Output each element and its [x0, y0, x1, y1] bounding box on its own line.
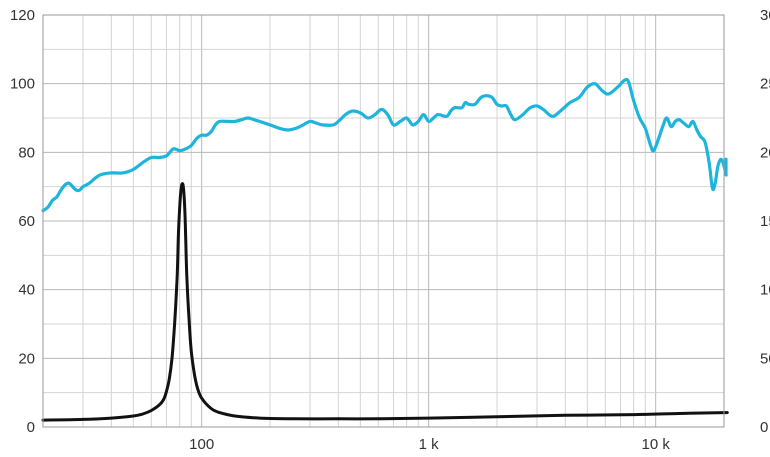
right-y-tick-label: 100 [760, 282, 770, 299]
impedance-series-line [41, 182, 729, 422]
x-tick-label: 1 k [419, 436, 440, 453]
spl-series-line [41, 77, 728, 213]
left-y-tick-label: 100 [10, 76, 35, 93]
left-y-tick-label: 0 [27, 419, 35, 436]
right-y-tick-label: 250 [760, 76, 770, 93]
plot-frame [42, 14, 725, 428]
x-tick-label: 100 [189, 436, 214, 453]
left-y-tick-label: 120 [10, 7, 35, 24]
left-y-tick-label: 40 [18, 282, 35, 299]
left-y-tick-label: 80 [18, 144, 35, 161]
series-layer [41, 77, 729, 422]
right-y-tick-label: 300 [760, 7, 770, 24]
left-y-tick-label: 60 [18, 213, 35, 230]
grid-lines [42, 14, 725, 428]
right-y-tick-label: 50 [760, 350, 770, 367]
right-y-tick-label: 150 [760, 213, 770, 230]
x-tick-label: 10 k [641, 436, 670, 453]
right-y-tick-label: 200 [760, 144, 770, 161]
left-y-axis: 0 20 40 60 80 100 120 [10, 7, 35, 436]
right-y-axis: 0 50 100 150 200 250 300 [760, 7, 770, 436]
left-y-tick-label: 20 [18, 350, 35, 367]
x-axis: 100 1 k 10 k [189, 436, 670, 453]
right-y-tick-label: 0 [760, 419, 768, 436]
